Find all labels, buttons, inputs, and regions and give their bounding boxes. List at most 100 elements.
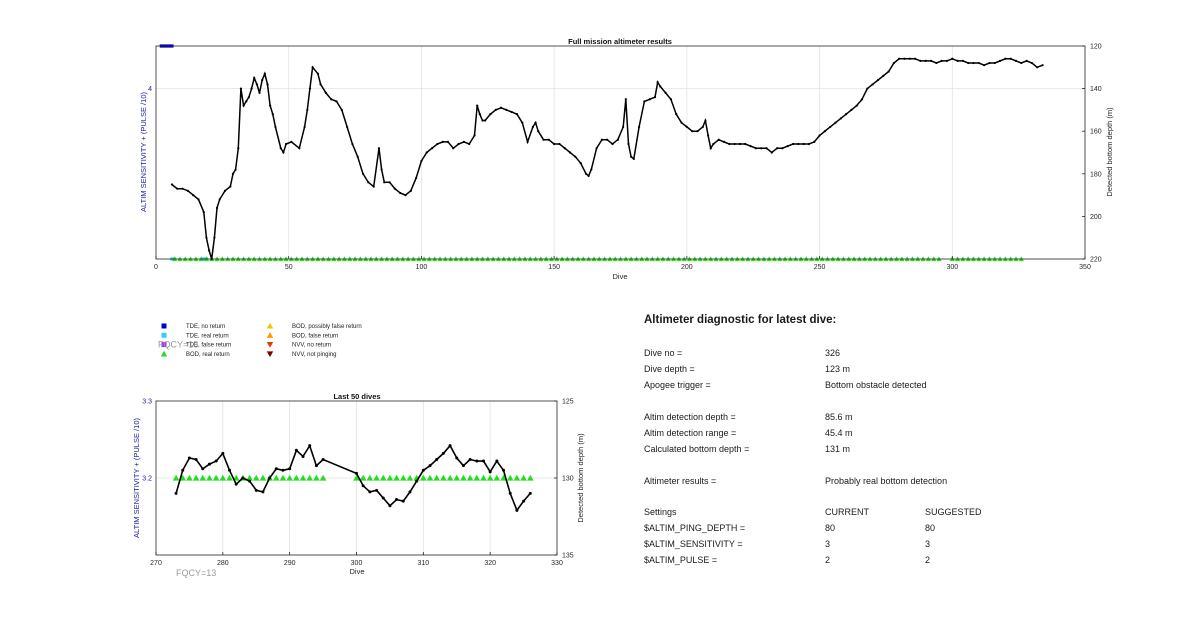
depth-point xyxy=(290,140,293,143)
depth-point xyxy=(616,138,619,141)
right-tick-label: 120 xyxy=(1090,44,1102,51)
depth-point xyxy=(977,61,980,65)
depth-point xyxy=(637,125,641,129)
diag-row-detection-depth: Altim detection depth = 85.6 m xyxy=(644,412,1164,424)
legend-label: TDE, false return xyxy=(186,343,231,349)
depth-point xyxy=(488,470,492,474)
depth-point xyxy=(192,194,195,197)
depth-point xyxy=(510,110,513,114)
depth-point xyxy=(393,187,396,190)
depth-point xyxy=(664,91,667,94)
x-tick-label: 100 xyxy=(416,264,428,271)
legend-label: BOD, real return xyxy=(186,352,230,358)
bod-real-return-marker xyxy=(366,474,374,481)
legend-label: BOD, false return xyxy=(292,333,338,339)
depth-point xyxy=(1025,59,1028,63)
setting-current: 80 xyxy=(825,523,836,533)
depth-point xyxy=(648,98,651,101)
bod-real-return-marker xyxy=(513,474,521,481)
full-mission-axes-box xyxy=(155,45,1086,260)
depth-point xyxy=(829,125,832,129)
depth-point xyxy=(239,87,243,90)
depth-point xyxy=(998,59,1002,63)
bod-real-return-marker xyxy=(226,474,233,481)
bod-real-return-marker xyxy=(252,474,260,481)
depth-point xyxy=(201,467,205,471)
depth-point xyxy=(311,66,314,69)
depth-point xyxy=(508,491,512,495)
depth-point xyxy=(1020,61,1023,65)
diag-label: Altim detection depth = xyxy=(644,412,736,422)
bod-real-return-marker xyxy=(466,474,474,481)
x-tick-label: 300 xyxy=(351,560,363,567)
legend-triangle-down-swatch xyxy=(266,351,274,358)
depth-point xyxy=(255,83,258,86)
depth-point xyxy=(213,236,216,239)
depth-point xyxy=(446,140,450,143)
right-tick-label: 130 xyxy=(562,476,574,483)
depth-point xyxy=(361,172,365,175)
depth-point xyxy=(321,458,325,462)
depth-point xyxy=(972,61,975,65)
depth-point xyxy=(709,147,712,150)
bod-real-return-marker xyxy=(279,474,287,481)
depth-point xyxy=(170,183,174,186)
setting-current: 3 xyxy=(825,539,831,549)
depth-point xyxy=(691,130,694,133)
bod-real-return-marker xyxy=(206,474,213,481)
depth-point xyxy=(685,125,688,129)
depth-point xyxy=(242,104,245,107)
depth-point xyxy=(475,459,479,463)
diag-label: Altim detection range = xyxy=(644,428,737,438)
depth-point xyxy=(882,74,885,77)
depth-point xyxy=(606,138,609,141)
depth-point xyxy=(197,198,200,201)
x-tick-label: 350 xyxy=(1079,264,1091,271)
depth-point xyxy=(481,459,485,463)
bod-real-return-marker xyxy=(219,474,227,481)
bod-real-return-marker xyxy=(480,474,487,481)
bod-real-return-marker xyxy=(273,474,280,481)
fqcy-annotation: FQCY=13 xyxy=(176,568,216,578)
diag-row-dive-depth: Dive depth = 123 m xyxy=(644,364,1164,376)
depth-point xyxy=(372,185,375,188)
depth-point xyxy=(579,162,582,165)
depth-point xyxy=(754,147,757,150)
full-mission-title: Full mission altimeter results xyxy=(568,37,672,46)
legend-label: TDE, no return xyxy=(186,324,225,330)
depth-point xyxy=(568,151,572,154)
last-50-title: Last 50 dives xyxy=(333,392,380,401)
legend: TDE, no return TDE, real return TDE, false… xyxy=(158,322,362,358)
legend-square-swatch xyxy=(161,323,167,329)
depth-point xyxy=(696,130,699,133)
depth-point xyxy=(355,471,358,475)
depth-point xyxy=(478,113,481,116)
depth-point xyxy=(776,147,779,150)
depth-point xyxy=(421,468,425,472)
x-tick-label: 280 xyxy=(217,560,229,567)
x-tick-label: 290 xyxy=(284,560,296,567)
depth-point xyxy=(468,142,471,146)
depth-point xyxy=(253,76,256,80)
setting-label: $ALTIM_PULSE = xyxy=(644,555,718,565)
depth-point xyxy=(395,498,399,502)
depth-point xyxy=(401,499,405,503)
x-tick-label: 300 xyxy=(946,264,958,271)
bod-real-return-marker xyxy=(426,474,434,481)
depth-point xyxy=(462,140,465,143)
depth-point xyxy=(330,98,333,101)
right-tick-label: 180 xyxy=(1090,171,1102,178)
x-tick-label: 330 xyxy=(551,560,563,567)
depth-point xyxy=(274,467,278,471)
depth-point xyxy=(263,72,266,75)
depth-point xyxy=(375,488,379,492)
setting-label: $ALTIM_SENSITIVITY = xyxy=(644,539,743,549)
depth-point xyxy=(404,194,407,197)
bod-real-return-marker xyxy=(460,474,467,481)
full-mission-chart: 0 50 100 150 200 250 300 350 4 120 140 160 180 200 220… xyxy=(139,37,1114,281)
depth-point xyxy=(367,181,370,184)
depth-point xyxy=(268,476,272,480)
bod-real-return-marker xyxy=(473,474,481,481)
bod-real-return-marker xyxy=(359,474,367,481)
